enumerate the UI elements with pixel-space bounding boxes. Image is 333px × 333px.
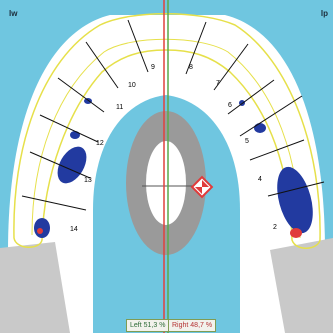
target-diamond-icon (190, 175, 214, 199)
tooth-number-label: 4 (258, 176, 262, 183)
pressure-area (277, 166, 313, 234)
left-balance-label: Left 51,3 % (126, 319, 170, 332)
tooth-number-label: 14 (70, 226, 78, 233)
tooth-number-label: 6 (228, 102, 232, 109)
tooth-number-label: 12 (96, 140, 104, 147)
right-balance-label: Right 48,7 % (168, 319, 217, 332)
pressure-area (34, 218, 50, 238)
pressure-area (57, 146, 87, 184)
tooth-number-label: 8 (189, 64, 193, 71)
force-ring-hole (146, 141, 186, 225)
pressure-area (254, 123, 266, 133)
right-marker: lp (320, 9, 328, 18)
tooth-number-label: 10 (128, 82, 136, 89)
pressure-area (70, 131, 80, 139)
teeth-outline-inner (31, 38, 301, 239)
tooth-number-label: 7 (216, 80, 220, 87)
left-marker: lw (9, 9, 18, 18)
hotspot (37, 228, 43, 234)
tooth-separators (21, 19, 325, 211)
left-gum-plate (0, 242, 70, 333)
right-gum-plate (270, 238, 333, 333)
tooth-number-label: 9 (151, 64, 155, 71)
hotspot (290, 228, 302, 238)
tooth-number-label: 13 (84, 177, 92, 184)
tooth-number-label: 11 (116, 104, 124, 111)
tooth-number-label: 5 (245, 138, 249, 145)
tooth-number-label: 2 (273, 224, 277, 231)
pressure-area (84, 98, 92, 104)
